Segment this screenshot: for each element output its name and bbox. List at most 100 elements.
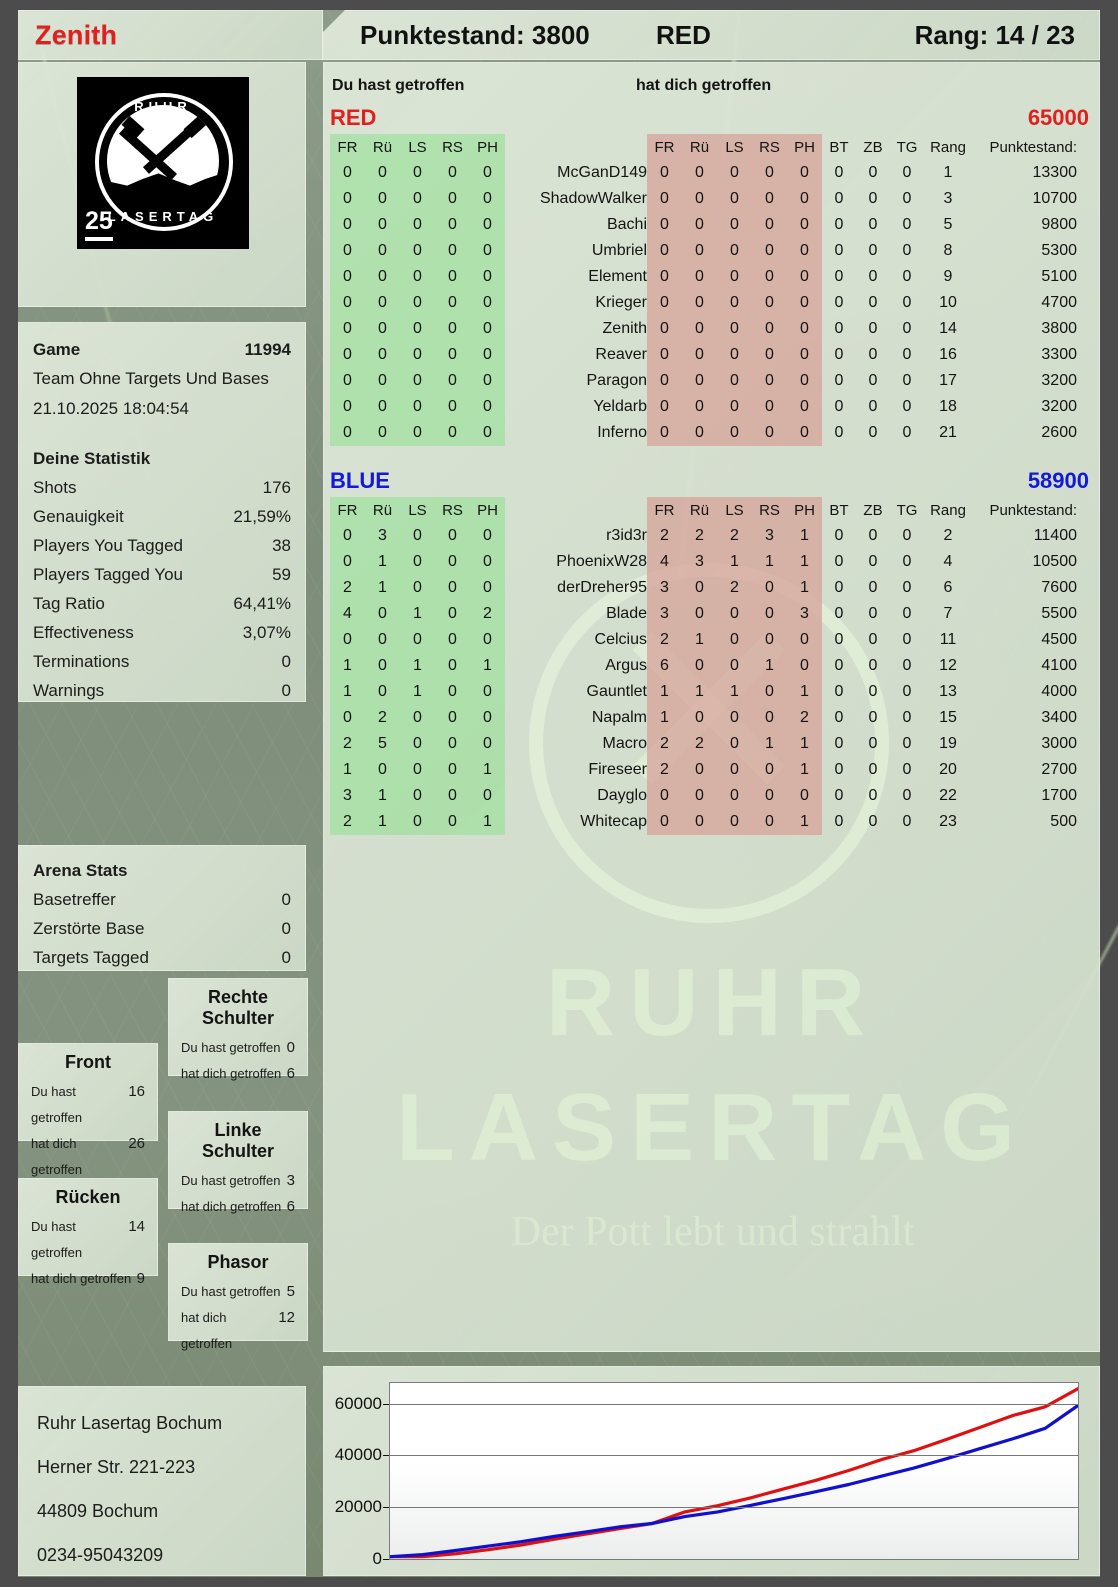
cell-bt: 0 bbox=[822, 549, 856, 575]
cell-bt: 0 bbox=[822, 394, 856, 420]
table-row: 00000Paragon00000000173200 bbox=[330, 368, 1077, 394]
cell-you-hit: 1 bbox=[330, 679, 365, 705]
bodypart-hit-label: Du hast getroffen bbox=[181, 1168, 281, 1194]
cell-bt: 0 bbox=[822, 316, 856, 342]
cell-you-hit: 0 bbox=[330, 549, 365, 575]
team-name: RED bbox=[330, 105, 376, 131]
arena-stat-label: Targets Tagged bbox=[33, 943, 149, 972]
cell-hit-you: 0 bbox=[682, 783, 717, 809]
arena-stats-panel: Arena Stats Basetreffer0Zerstörte Base0T… bbox=[18, 845, 306, 971]
cell-you-hit: 0 bbox=[330, 212, 365, 238]
your-stat-value: 176 bbox=[263, 473, 291, 502]
cell-hit-you: 0 bbox=[787, 394, 822, 420]
game-mode: Team Ohne Targets Und Bases bbox=[33, 364, 291, 394]
cell-player-name: Paragon bbox=[505, 368, 647, 394]
cell-hit-you: 0 bbox=[752, 160, 787, 186]
cell-hit-you: 0 bbox=[682, 238, 717, 264]
cell-rang: 3 bbox=[924, 186, 972, 212]
cell-player-name: Celcius bbox=[505, 627, 647, 653]
cell-you-hit: 1 bbox=[470, 757, 505, 783]
cell-hit-you: 0 bbox=[717, 238, 752, 264]
cell-rang: 4 bbox=[924, 549, 972, 575]
player-name-bar: Zenith bbox=[18, 10, 323, 60]
col-header-rang: Rang bbox=[924, 497, 972, 523]
cell-hit-you: 0 bbox=[682, 212, 717, 238]
cell-player-name: r3id3r bbox=[505, 523, 647, 549]
cell-hit-you: 0 bbox=[752, 420, 787, 446]
arena-stat-label: Basetreffer bbox=[33, 885, 116, 914]
table-row: 00000Celcius21000000114500 bbox=[330, 627, 1077, 653]
cell-punktestand: 2600 bbox=[972, 420, 1077, 446]
bodypart-gothit-label: hat dich getroffen bbox=[181, 1061, 281, 1087]
cell-tg: 0 bbox=[890, 186, 924, 212]
cell-hit-you: 0 bbox=[717, 160, 752, 186]
cell-zb: 0 bbox=[856, 368, 890, 394]
cell-you-hit: 0 bbox=[435, 212, 470, 238]
cell-bt: 0 bbox=[822, 575, 856, 601]
cell-zb: 0 bbox=[856, 264, 890, 290]
address-line: Ruhr Lasertag Bochum bbox=[37, 1401, 287, 1445]
watermark-tagline: Der Pott lebt und strahlt bbox=[324, 1208, 1100, 1256]
cell-you-hit: 0 bbox=[400, 264, 435, 290]
cell-punktestand: 5300 bbox=[972, 238, 1077, 264]
cell-you-hit: 2 bbox=[330, 575, 365, 601]
team-label: RED bbox=[656, 20, 711, 51]
cell-you-hit: 0 bbox=[435, 549, 470, 575]
cell-player-name: Bachi bbox=[505, 212, 647, 238]
your-stat-row: Terminations0 bbox=[33, 647, 291, 676]
cell-you-hit: 1 bbox=[365, 575, 400, 601]
cell-you-hit: 2 bbox=[330, 809, 365, 835]
cell-rang: 20 bbox=[924, 757, 972, 783]
chart-y-tick-label: 0 bbox=[324, 1549, 382, 1569]
cell-punktestand: 4100 bbox=[972, 653, 1077, 679]
your-stat-value: 3,07% bbox=[243, 618, 291, 647]
bodypart-hit-row: Du hast getroffen0 bbox=[181, 1035, 295, 1061]
cell-bt: 0 bbox=[822, 679, 856, 705]
cell-rang: 2 bbox=[924, 523, 972, 549]
logo-top-text: RUHR bbox=[77, 99, 249, 114]
bodypart-gothit-label: hat dich getroffen bbox=[31, 1131, 128, 1183]
bodypart-gothit-value: 6 bbox=[287, 1061, 295, 1087]
bodypart-hit-label: Du hast getroffen bbox=[31, 1079, 128, 1131]
cell-you-hit: 0 bbox=[470, 290, 505, 316]
col-header-punktestand: Punktestand: bbox=[972, 497, 1077, 523]
team-scoreboard-table: FRRüLSRSPHFRRüLSRSPHBTZBTGRangPunktestan… bbox=[330, 134, 1077, 446]
cell-hit-you: 0 bbox=[647, 368, 682, 394]
col-header-name bbox=[505, 134, 647, 160]
cell-hit-you: 0 bbox=[787, 653, 822, 679]
bodypart-hit-label: Du hast getroffen bbox=[31, 1214, 128, 1266]
cell-you-hit: 2 bbox=[470, 601, 505, 627]
cell-hit-you: 3 bbox=[647, 601, 682, 627]
cell-rang: 15 bbox=[924, 705, 972, 731]
cell-you-hit: 1 bbox=[400, 653, 435, 679]
bodypart-gothit-value: 12 bbox=[278, 1305, 295, 1357]
cell-rang: 14 bbox=[924, 316, 972, 342]
cell-tg: 0 bbox=[890, 238, 924, 264]
cell-zb: 0 bbox=[856, 186, 890, 212]
cell-hit-you: 0 bbox=[682, 186, 717, 212]
cell-tg: 0 bbox=[890, 368, 924, 394]
cell-punktestand: 4000 bbox=[972, 679, 1077, 705]
cell-you-hit: 0 bbox=[330, 316, 365, 342]
table-row: 03000r3id3r22231000211400 bbox=[330, 523, 1077, 549]
cell-zb: 0 bbox=[856, 809, 890, 835]
col-header-them: RS bbox=[752, 497, 787, 523]
cell-hit-you: 0 bbox=[752, 679, 787, 705]
cell-tg: 0 bbox=[890, 653, 924, 679]
col-header-tg: TG bbox=[890, 134, 924, 160]
cell-hit-you: 0 bbox=[682, 264, 717, 290]
cell-you-hit: 0 bbox=[365, 160, 400, 186]
col-header-you: RS bbox=[435, 497, 470, 523]
cell-hit-you: 3 bbox=[752, 523, 787, 549]
venue-address-panel: Ruhr Lasertag BochumHerner Str. 221-2234… bbox=[18, 1386, 306, 1576]
cell-rang: 22 bbox=[924, 783, 972, 809]
chart-plot-area bbox=[389, 1382, 1079, 1560]
bodypart-hit-row: Du hast getroffen3 bbox=[181, 1168, 295, 1194]
cell-zb: 0 bbox=[856, 679, 890, 705]
cell-you-hit: 0 bbox=[365, 212, 400, 238]
cell-hit-you: 2 bbox=[647, 731, 682, 757]
your-stat-label: Terminations bbox=[33, 647, 129, 676]
cell-hit-you: 0 bbox=[682, 368, 717, 394]
chart-gridline bbox=[390, 1507, 1078, 1508]
arena-stat-row: Targets Tagged0 bbox=[33, 943, 291, 972]
